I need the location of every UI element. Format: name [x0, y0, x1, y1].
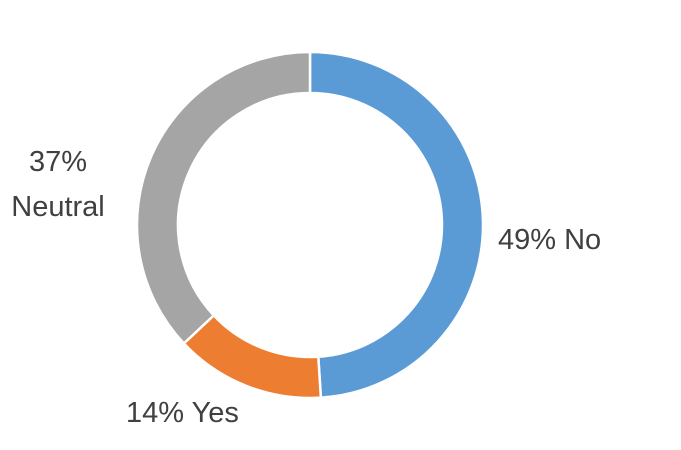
value-label: 49% [498, 224, 557, 256]
category-label: Neutral [11, 191, 105, 223]
data-label: 49% No [498, 218, 601, 263]
category-label: No [564, 224, 602, 256]
donut-segment [308, 50, 485, 399]
value-label: 14% [126, 397, 185, 429]
category-label: Yes [191, 397, 239, 429]
value-label: 37% [28, 146, 88, 178]
data-label: 14% Yes [126, 391, 239, 436]
data-label: 37% Neutral [0, 140, 116, 230]
donut-segment [182, 313, 323, 400]
donut-segment [135, 50, 312, 346]
